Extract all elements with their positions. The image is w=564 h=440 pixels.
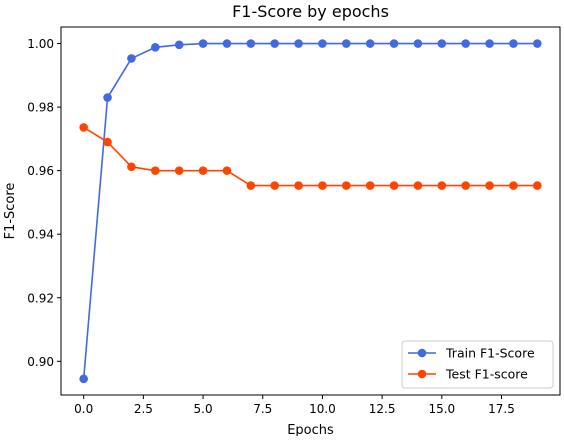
data-point xyxy=(127,162,136,172)
x-tick-label: 12.5 xyxy=(369,402,396,416)
series-2 xyxy=(79,123,542,190)
x-tick-label: 0.0 xyxy=(74,402,93,416)
data-point xyxy=(389,39,399,48)
data-point xyxy=(461,181,470,190)
data-point xyxy=(79,123,88,132)
data-point xyxy=(198,166,208,175)
legend-box xyxy=(401,340,554,389)
y-tick-label: 0.98 xyxy=(27,101,54,115)
y-tick-label: 1.00 xyxy=(27,37,54,51)
data-point xyxy=(365,181,375,190)
legend-item: Test F1-score xyxy=(408,367,528,382)
data-point xyxy=(389,181,399,190)
data-point xyxy=(509,181,518,190)
data-point xyxy=(294,39,303,48)
data-point xyxy=(246,39,256,48)
data-point xyxy=(151,166,160,175)
data-point xyxy=(127,54,136,63)
legend-marker xyxy=(417,369,427,379)
y-tick-label: 0.92 xyxy=(27,291,54,305)
data-point xyxy=(79,374,88,384)
data-point xyxy=(413,181,423,190)
data-point xyxy=(222,39,232,48)
data-point xyxy=(198,39,208,48)
y-axis: 0.90 0.92 0.94 0.96 0.98 1.00 xyxy=(27,37,61,369)
legend-label: Train F1-Score xyxy=(445,346,535,361)
series-layer xyxy=(79,39,542,384)
data-point xyxy=(270,181,279,190)
data-point xyxy=(509,39,518,48)
data-point xyxy=(485,39,494,48)
data-point xyxy=(342,181,351,190)
data-point xyxy=(318,39,327,48)
x-tick-label: 2.5 xyxy=(134,402,153,416)
legend-label: Test F1-score xyxy=(445,367,528,382)
plot-frame xyxy=(60,26,561,396)
x-axis: 0.0 2.5 5.0 7.5 10.0 12.5 15.0 17.5 xyxy=(74,395,515,416)
x-tick-label: 5.0 xyxy=(194,402,213,416)
data-point xyxy=(174,40,184,50)
data-point xyxy=(437,39,447,48)
data-point xyxy=(103,137,112,147)
data-point xyxy=(246,181,256,190)
data-point xyxy=(485,181,494,190)
data-point xyxy=(365,39,375,48)
data-point xyxy=(533,39,542,48)
x-tick-label: 15.0 xyxy=(428,402,455,416)
y-axis-label: F1-Score xyxy=(3,183,18,240)
legend-marker xyxy=(417,348,427,358)
x-tick-label: 7.5 xyxy=(253,402,272,416)
x-axis-label: Epochs xyxy=(287,423,334,436)
data-point xyxy=(437,181,447,190)
legend-item: Train F1-Score xyxy=(408,346,535,361)
data-point xyxy=(461,39,470,48)
series-1 xyxy=(79,39,542,384)
legend: Train F1-Score Test F1-score xyxy=(401,340,554,389)
x-tick-label: 10.0 xyxy=(309,402,336,416)
data-point xyxy=(151,43,160,52)
data-point xyxy=(342,39,351,48)
data-point xyxy=(533,181,542,190)
chart-title: F1-Score by epochs xyxy=(232,2,389,21)
data-point xyxy=(294,181,303,190)
y-tick-label: 0.94 xyxy=(27,228,54,242)
y-tick-label: 0.96 xyxy=(27,164,54,178)
data-point xyxy=(103,93,112,102)
data-point xyxy=(318,181,327,190)
data-point xyxy=(222,166,232,175)
data-point xyxy=(270,39,279,48)
data-point xyxy=(413,39,423,48)
y-tick-label: 0.90 xyxy=(27,355,54,369)
data-point xyxy=(174,166,184,175)
x-tick-label: 17.5 xyxy=(488,402,515,416)
